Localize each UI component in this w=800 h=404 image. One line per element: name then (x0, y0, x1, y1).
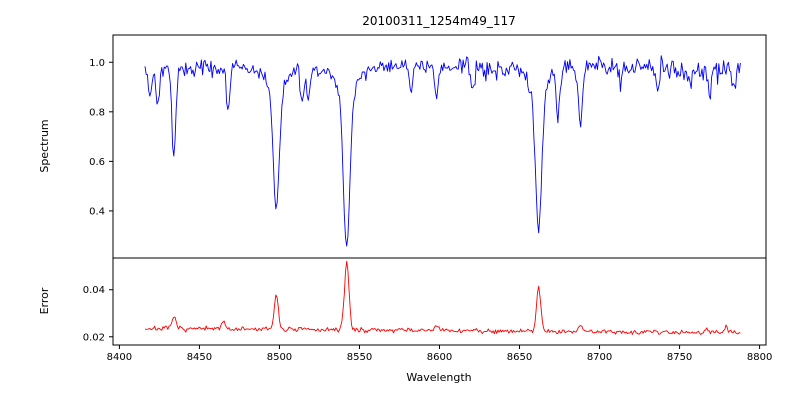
x-tick-label: 8400 (107, 352, 132, 363)
y-tick-label: 1.0 (89, 58, 105, 69)
x-tick-label: 8500 (267, 352, 292, 363)
y-tick-label: 0.6 (89, 157, 105, 168)
y-tick-label: 0.02 (83, 332, 105, 343)
figure-title: 20100311_1254m49_117 (362, 14, 515, 28)
x-tick-label: 8800 (747, 352, 772, 363)
x-axis-label: Wavelength (406, 371, 471, 384)
x-tick-label: 8750 (667, 352, 692, 363)
error-series-line (144, 260, 741, 336)
x-tick-label: 8450 (187, 352, 212, 363)
y-tick-label: 0.4 (89, 206, 105, 217)
spectrum-series-line (144, 55, 741, 247)
y-axis-label-error: Error (38, 287, 51, 314)
x-tick-label: 8600 (427, 352, 452, 363)
x-tick-label: 8700 (587, 352, 612, 363)
y-tick-label: 0.04 (83, 285, 105, 296)
y-tick-label: 0.8 (89, 107, 105, 118)
y-axis-label-spectrum: Spectrum (38, 119, 51, 172)
x-tick-label: 8650 (507, 352, 532, 363)
x-tick-label: 8550 (347, 352, 372, 363)
axis-ticks: 8400 8450 8500 8550 8600 8650 8700 8750 8800 0.4 0… (83, 58, 773, 363)
